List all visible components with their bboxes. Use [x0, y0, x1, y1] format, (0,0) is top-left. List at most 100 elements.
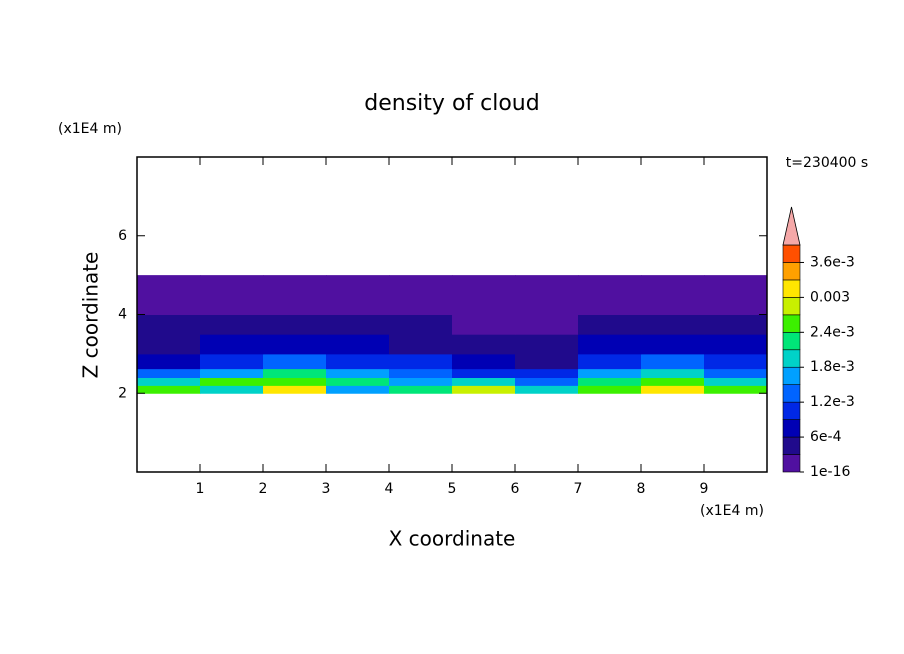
- contour-cell: [137, 294, 201, 315]
- contour-cell: [515, 385, 579, 394]
- colorbar-swatch: [782, 262, 801, 281]
- x-tick-label: 9: [700, 481, 709, 497]
- contour-cell: [137, 377, 201, 386]
- contour-cell: [641, 294, 705, 315]
- contour-cell: [200, 275, 264, 296]
- contour-cell: [263, 377, 327, 386]
- contour-cell: [389, 275, 453, 296]
- contour-cell: [704, 368, 768, 378]
- colorbar-swatch: [782, 279, 801, 298]
- contour-cell: [704, 275, 768, 296]
- contour-cell: [704, 353, 768, 370]
- x-tick-label: 7: [574, 481, 583, 497]
- contour-cell: [578, 334, 642, 355]
- contour-cell: [137, 275, 201, 296]
- contour-cell: [452, 368, 516, 378]
- x-tick-label: 5: [448, 481, 457, 497]
- contour-cell: [641, 377, 705, 386]
- colorbar-tick-label: 2.4e-3: [810, 324, 855, 340]
- contour-cell: [137, 353, 201, 370]
- contour-cell: [452, 377, 516, 386]
- contour-cell: [641, 385, 705, 394]
- contour-cell: [641, 368, 705, 378]
- y-axis-label: Z coordinate: [79, 252, 103, 379]
- colorbar-tick-label: 3.6e-3: [810, 254, 855, 270]
- contour-cell: [704, 334, 768, 355]
- contour-cell: [200, 385, 264, 394]
- contour-cell: [389, 385, 453, 394]
- contour-cell: [263, 294, 327, 315]
- colorbar-swatch: [782, 349, 801, 368]
- contour-cell: [578, 353, 642, 370]
- contour-cell: [389, 368, 453, 378]
- contour-cell: [137, 334, 201, 355]
- colorbar-swatch: [782, 401, 801, 420]
- contour-cell: [263, 334, 327, 355]
- contour-cell: [137, 385, 201, 394]
- colorbar-tick-label: 0.003: [810, 289, 850, 305]
- contour-cell: [515, 377, 579, 386]
- contour-cell: [704, 385, 768, 394]
- contour-cell: [389, 314, 453, 335]
- colorbar-swatch: [782, 297, 801, 316]
- contour-cell: [452, 275, 516, 296]
- contour-cell: [200, 334, 264, 355]
- contour-cell: [263, 385, 327, 394]
- contour-cell: [326, 353, 390, 370]
- contour-cell: [326, 377, 390, 386]
- contour-cell: [578, 368, 642, 378]
- contour-cell: [389, 334, 453, 355]
- colorbar-tick-label: 6e-4: [810, 429, 842, 445]
- colorbar-swatch: [782, 454, 801, 473]
- contour-cell: [641, 353, 705, 370]
- x-tick-label: 3: [322, 481, 331, 497]
- contour-cell: [326, 275, 390, 296]
- contour-cell: [515, 353, 579, 370]
- contour-cell: [389, 294, 453, 315]
- colorbar-overflow: [782, 206, 801, 246]
- y-tick-label: 4: [118, 307, 127, 323]
- contour-cell: [515, 294, 579, 315]
- chart-title: density of cloud: [364, 91, 539, 116]
- x-tick-label: 1: [196, 481, 205, 497]
- contour-cell: [641, 334, 705, 355]
- contour-cell: [452, 334, 516, 355]
- y-tick-label: 2: [118, 385, 127, 401]
- contour-cell: [326, 314, 390, 335]
- contour-cell: [452, 385, 516, 394]
- x-unit: (x1E4 m): [700, 503, 764, 519]
- time-annotation: t=230400 s: [786, 155, 868, 171]
- contour-cell: [452, 314, 516, 335]
- contour-cell: [200, 314, 264, 335]
- contour-cell: [578, 294, 642, 315]
- contour-cell: [326, 334, 390, 355]
- contour-cell: [263, 275, 327, 296]
- contour-cell: [389, 377, 453, 386]
- contour-cell: [704, 377, 768, 386]
- x-tick-label: 8: [637, 481, 646, 497]
- colorbar-tick-label: 1.8e-3: [810, 359, 855, 375]
- contour-cell: [515, 334, 579, 355]
- contour-cell: [641, 275, 705, 296]
- contour-cell: [263, 314, 327, 335]
- contour-cell: [452, 294, 516, 315]
- colorbar-swatch: [782, 314, 801, 333]
- x-tick-label: 4: [385, 481, 394, 497]
- y-tick-label: 6: [118, 228, 127, 244]
- contour-cell: [704, 294, 768, 315]
- colorbar-swatch: [782, 436, 801, 455]
- colorbar-swatch: [782, 419, 801, 438]
- contour-cell: [200, 377, 264, 386]
- contour-cell: [578, 385, 642, 394]
- contour-cell: [452, 353, 516, 370]
- contour-cell: [200, 294, 264, 315]
- colorbar-tick-label: 1e-16: [810, 464, 850, 480]
- contour-cell: [326, 294, 390, 315]
- contour-cell: [641, 314, 705, 335]
- contour-cell: [515, 368, 579, 378]
- colorbar-swatch: [782, 384, 801, 403]
- x-axis-label: X coordinate: [389, 527, 516, 551]
- contour-cell: [137, 314, 201, 335]
- x-tick-label: 6: [511, 481, 520, 497]
